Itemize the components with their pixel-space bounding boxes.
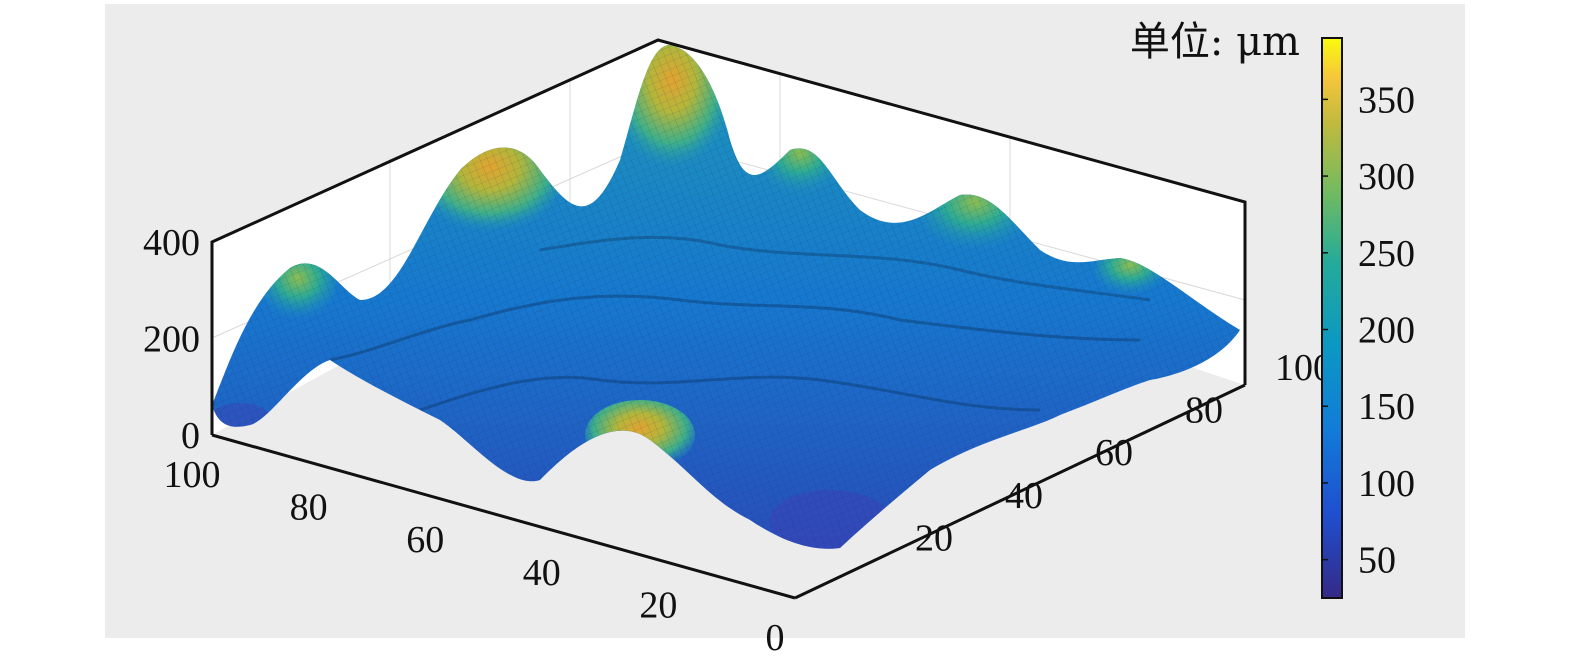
z-tick-label: 200 — [143, 319, 200, 361]
colorbar-ticks: 50 100 150 200 250 300 350 — [1322, 79, 1415, 582]
y-tick-label: 20 — [915, 517, 953, 559]
axis-box-front — [210, 38, 1247, 600]
y-tick-label: 40 — [1005, 475, 1043, 517]
x-tick-label: 0 — [766, 617, 785, 659]
x-tick-label: 40 — [523, 552, 561, 594]
colorbar-scale — [1321, 37, 1343, 599]
y-tick-label: 60 — [1095, 432, 1133, 474]
colorbar-tick-label: 100 — [1358, 463, 1415, 505]
colorbar-tick-label: 300 — [1358, 156, 1415, 198]
z-axis-ticks: 0 200 400 — [143, 222, 200, 457]
colorbar-unit-label: 单位: μm — [1130, 19, 1300, 65]
x-tick-label: 80 — [290, 487, 328, 529]
x-axis-ticks: 100 80 60 40 20 0 — [164, 454, 785, 659]
x-tick-label: 60 — [406, 519, 444, 561]
z-tick-label: 400 — [143, 222, 200, 264]
x-tick-label: 100 — [164, 454, 221, 496]
colorbar: 单位: μm 50 100 150 200 250 300 350 — [1130, 19, 1415, 599]
colorbar-tick-label: 50 — [1358, 540, 1396, 582]
y-tick-label: 80 — [1185, 390, 1223, 432]
x-tick-label: 20 — [639, 584, 677, 626]
z-tick-label: 0 — [181, 415, 200, 457]
colorbar-tick-label: 250 — [1358, 233, 1415, 275]
colorbar-tick-label: 150 — [1358, 386, 1415, 428]
colorbar-tick-label: 350 — [1358, 79, 1415, 121]
colorbar-tick-label: 200 — [1358, 310, 1415, 352]
